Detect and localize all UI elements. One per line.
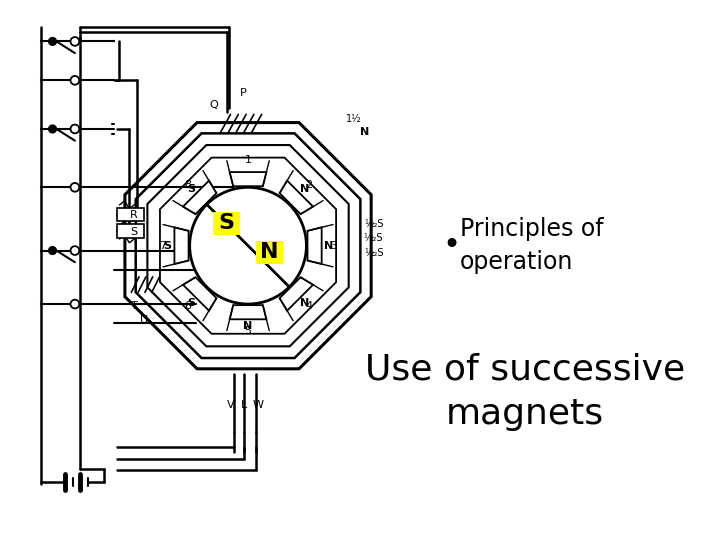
Text: V: V (227, 400, 234, 410)
Text: S: S (130, 227, 137, 237)
Circle shape (71, 125, 79, 133)
Polygon shape (279, 181, 313, 214)
Text: S: S (163, 241, 171, 251)
Text: N: N (300, 298, 310, 308)
Circle shape (49, 125, 56, 133)
Text: N: N (360, 127, 369, 137)
Text: 8: 8 (184, 180, 191, 190)
Text: 7: 7 (159, 241, 166, 251)
Text: L: L (241, 400, 247, 410)
Polygon shape (183, 181, 217, 214)
Text: W: W (252, 400, 264, 410)
Circle shape (71, 37, 79, 46)
FancyBboxPatch shape (213, 212, 240, 235)
Text: S: S (187, 184, 195, 194)
Text: S: S (219, 213, 235, 233)
Text: 3: 3 (330, 241, 337, 251)
Circle shape (71, 76, 79, 85)
Text: 2: 2 (305, 180, 312, 190)
Text: ½₂S: ½₂S (363, 233, 382, 243)
Polygon shape (279, 277, 313, 310)
Text: Use of successive
magnets: Use of successive magnets (365, 352, 685, 431)
Circle shape (71, 246, 79, 255)
Polygon shape (307, 227, 322, 264)
Text: Q: Q (210, 99, 218, 110)
Bar (117, 208, 144, 221)
Text: U: U (140, 315, 148, 325)
Text: •: • (443, 231, 461, 260)
Text: R: R (130, 210, 137, 220)
Circle shape (71, 300, 79, 308)
Text: ½₂S: ½₂S (365, 219, 384, 230)
Polygon shape (183, 277, 217, 310)
Polygon shape (148, 145, 348, 346)
Text: ½₂S: ½₂S (365, 248, 384, 259)
Polygon shape (174, 227, 189, 264)
Text: Principles of
operation: Principles of operation (460, 217, 603, 274)
Circle shape (49, 37, 56, 45)
Text: N: N (243, 321, 253, 332)
Circle shape (49, 247, 56, 254)
Text: 4: 4 (305, 301, 312, 311)
Text: 1½: 1½ (346, 114, 362, 124)
Polygon shape (230, 305, 266, 319)
Polygon shape (160, 158, 336, 334)
Text: T: T (131, 301, 138, 311)
Polygon shape (135, 133, 361, 358)
FancyBboxPatch shape (256, 241, 283, 264)
Text: S: S (187, 298, 195, 308)
Text: 1: 1 (245, 155, 251, 165)
Text: N: N (260, 242, 279, 262)
Circle shape (71, 183, 79, 192)
Circle shape (189, 187, 307, 304)
Polygon shape (230, 172, 266, 186)
Text: 5: 5 (245, 326, 251, 336)
Text: N: N (300, 184, 310, 194)
Bar (117, 224, 144, 238)
Text: P: P (240, 88, 246, 98)
Text: N: N (324, 241, 333, 251)
Polygon shape (125, 123, 371, 369)
Text: 6: 6 (184, 301, 191, 311)
